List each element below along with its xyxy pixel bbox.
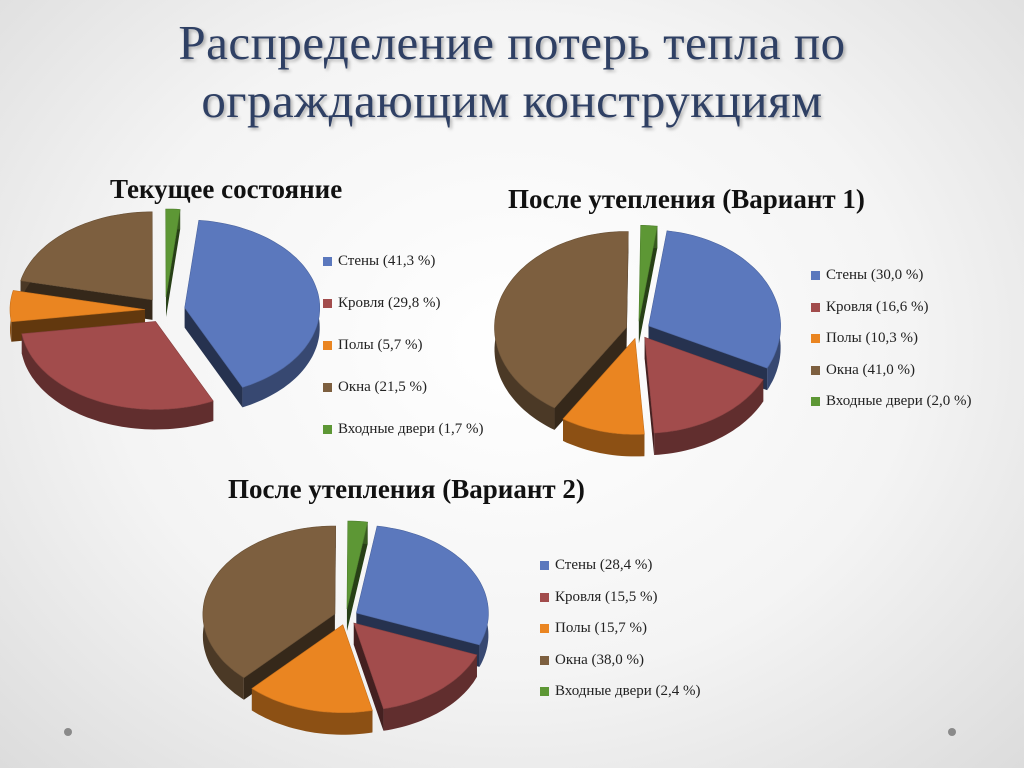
legend-item-windows: Окна (38,0 %): [540, 645, 701, 677]
legend-item-windows: Окна (41,0 %): [811, 355, 972, 387]
legend-swatch-windows: [323, 382, 332, 392]
pie-slice-floors: [9, 290, 146, 323]
legend-label: Входные двери (1,7 %): [338, 420, 484, 437]
pie-slice-roof: [21, 321, 214, 410]
pie-slice-roof: [353, 622, 478, 710]
legend-swatch-roof: [323, 298, 332, 308]
pie-slice-roof: [644, 336, 764, 434]
pie-slice-side-walls: [184, 307, 243, 408]
pie-slice-edge-roof: [654, 379, 764, 455]
pie-slice-side-windows: [554, 327, 627, 430]
legend-item-floors: Полы (15,7 %): [540, 613, 701, 645]
pie-slice-doors: [638, 224, 658, 322]
legend-label: Кровля (29,8 %): [338, 294, 441, 311]
pie-slice-windows: [494, 231, 629, 409]
slide-corner-dot-right: [948, 728, 956, 736]
legend-label: Окна (38,0 %): [555, 651, 645, 668]
chart-3-legend: Стены (28,4 %) Кровля (15,5 %) Полы (15,…: [540, 550, 701, 708]
legend-swatch-doors: [540, 687, 549, 697]
legend-label: Стены (41,3 %): [338, 252, 436, 269]
legend-swatch-windows: [540, 655, 549, 665]
chart-1-legend: Стены (41,3 %) Кровля (29,8 %) Полы (5,7…: [323, 240, 484, 450]
legend-swatch-windows: [811, 365, 820, 375]
slide-title-line-2: ограждающим конструкциям: [201, 73, 823, 128]
pie-group-1: [9, 208, 320, 430]
pie-slice-side-doors: [346, 522, 368, 632]
legend-label: Окна (41,0 %): [826, 361, 916, 378]
pie-slice-walls: [184, 219, 320, 388]
pie-slice-edge-floors: [563, 418, 645, 457]
legend-swatch-doors: [811, 397, 820, 407]
legend-item-walls: Стены (41,3 %): [323, 240, 484, 282]
pie-slice-windows: [20, 211, 153, 301]
chart-3-title: После утепления (Вариант 2): [228, 474, 585, 504]
pie-slice-side-doors: [166, 209, 181, 317]
legend-swatch-roof: [811, 302, 820, 312]
pie-group-3: [202, 520, 489, 735]
slide-corner-dot-left: [64, 728, 72, 736]
pie-slice-walls: [356, 525, 489, 646]
legend-item-doors: Входные двери (1,7 %): [323, 408, 484, 450]
pie-slice-doors: [346, 520, 368, 610]
legend-item-roof: Кровля (16,6 %): [811, 292, 972, 324]
pie-slice-floors: [251, 624, 373, 713]
pie-slice-edge-floors: [251, 688, 373, 735]
pie-slice-edge-roof: [383, 654, 477, 731]
legend-label: Полы (10,3 %): [826, 330, 918, 347]
legend-label: Полы (5,7 %): [338, 336, 423, 353]
pie-slice-walls: [648, 230, 781, 369]
legend-label: Входные двери (2,0 %): [826, 393, 972, 410]
chart-2-title: После утепления (Вариант 1): [508, 184, 865, 214]
legend-label: Кровля (16,6 %): [826, 298, 929, 315]
legend-item-windows: Окна (21,5 %): [323, 366, 484, 408]
pie-slice-edge-roof: [21, 333, 214, 430]
legend-label: Кровля (15,5 %): [555, 588, 658, 605]
legend-item-roof: Кровля (15,5 %): [540, 582, 701, 614]
legend-item-floors: Полы (10,3 %): [811, 323, 972, 355]
pie-slice-windows: [202, 525, 337, 679]
pie-group-2: [494, 224, 781, 457]
pie-slice-doors: [165, 208, 181, 298]
legend-swatch-doors: [323, 424, 332, 434]
slide-title-line-1: Распределение потерь тепла по: [178, 15, 846, 70]
legend-swatch-walls: [540, 561, 549, 571]
legend-label: Стены (30,0 %): [826, 267, 924, 284]
legend-item-doors: Входные двери (2,4 %): [540, 676, 701, 708]
chart-1-title: Текущее состояние: [110, 174, 343, 204]
pie-slice-floors: [562, 337, 645, 435]
pie-slice-side-roof: [353, 623, 384, 731]
legend-label: Стены (28,4 %): [555, 557, 653, 574]
legend-label: Окна (21,5 %): [338, 378, 428, 395]
legend-swatch-roof: [540, 592, 549, 602]
legend-item-roof: Кровля (29,8 %): [323, 282, 484, 324]
pie-slice-side-doors: [638, 226, 658, 344]
legend-label: Полы (15,7 %): [555, 620, 647, 637]
legend-swatch-floors: [540, 624, 549, 634]
pie-slice-side-roof: [644, 337, 655, 455]
legend-item-walls: Стены (30,0 %): [811, 260, 972, 292]
legend-item-walls: Стены (28,4 %): [540, 550, 701, 582]
legend-swatch-floors: [811, 334, 820, 344]
chart-2-legend: Стены (30,0 %) Кровля (16,6 %) Полы (10,…: [811, 260, 972, 418]
slide-title: Распределение потерь тепла по ограждающи…: [0, 14, 1024, 130]
legend-item-floors: Полы (5,7 %): [323, 324, 484, 366]
legend-swatch-floors: [323, 340, 332, 350]
legend-swatch-walls: [323, 256, 332, 266]
legend-swatch-walls: [811, 271, 820, 281]
legend-item-doors: Входные двери (2,0 %): [811, 386, 972, 418]
legend-label: Входные двери (2,4 %): [555, 683, 701, 700]
